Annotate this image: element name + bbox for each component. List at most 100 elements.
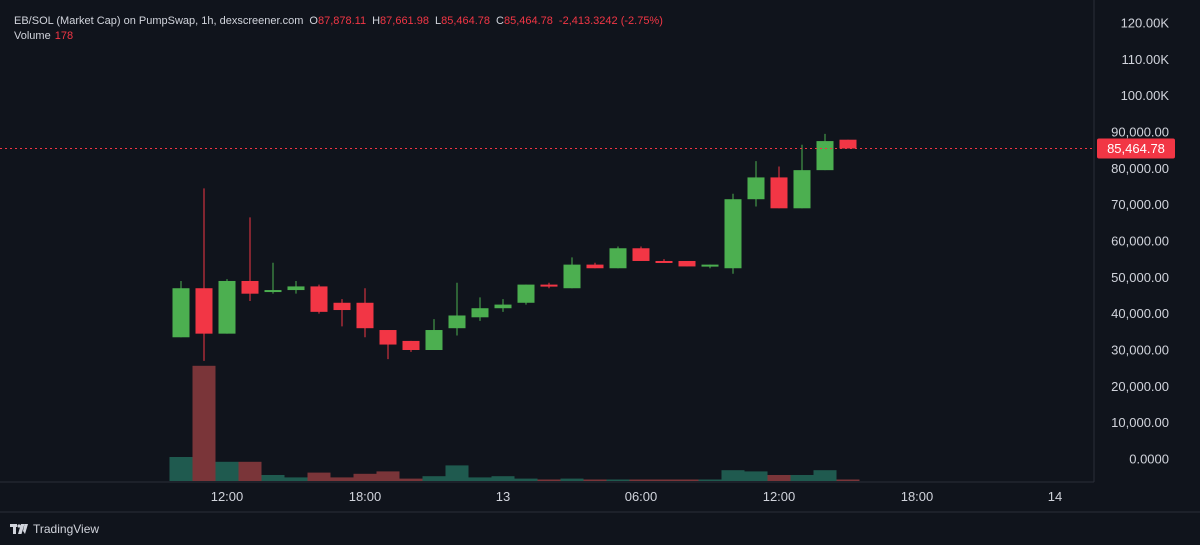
volume-bar <box>307 472 331 481</box>
candle-body <box>655 260 673 263</box>
volume-bars <box>169 365 860 481</box>
candle-body <box>724 199 742 269</box>
open-value: 87,878.11 <box>317 15 367 27</box>
volume-bar <box>583 479 607 481</box>
volume-bar <box>560 478 584 481</box>
volume-bar <box>514 478 538 481</box>
price-axis-tick-label: 30,000.00 <box>1111 343 1169 358</box>
price-axis-tick-label: 0.0000 <box>1129 452 1169 467</box>
time-axis-tick-label: 14 <box>1048 489 1062 504</box>
time-axis-tick-label: 18:00 <box>349 489 382 504</box>
volume-bar <box>652 479 676 481</box>
candle-body <box>609 248 627 269</box>
price-axis-tick-label: 10,000.00 <box>1111 415 1169 430</box>
candle-body <box>195 288 213 334</box>
price-axis-tick-label: 90,000.00 <box>1111 125 1169 140</box>
volume-bar <box>675 479 699 481</box>
candle-body <box>241 280 259 294</box>
candle-body <box>747 177 765 200</box>
candle-body <box>402 340 420 350</box>
volume-bar <box>721 470 745 481</box>
price-axis-tick-label: 100.00K <box>1121 88 1170 103</box>
close-value: 85,464.78 <box>503 15 553 27</box>
volume-bar <box>836 479 860 481</box>
volume-bar <box>215 461 239 481</box>
volume-bar <box>491 476 515 481</box>
high-value: 87,661.98 <box>380 15 429 27</box>
candle-body <box>563 264 581 289</box>
volume-bar <box>606 479 630 481</box>
time-axis-tick-label: 13 <box>496 489 510 504</box>
volume-bar <box>376 471 400 481</box>
volume-bar <box>767 475 791 481</box>
change-value: -2,413.3242 (-2.75%) <box>558 15 663 27</box>
price-axis-tick-label: 40,000.00 <box>1111 306 1169 321</box>
volume-bar <box>813 470 837 481</box>
candle-body <box>586 264 604 269</box>
volume-bar <box>353 473 377 481</box>
price-axis-tick-label: 20,000.00 <box>1111 379 1169 394</box>
volume-bar <box>169 457 193 481</box>
volume-bar <box>238 461 262 481</box>
volume-bar <box>399 478 423 481</box>
volume-bar <box>468 477 492 481</box>
low-value: 85,464.78 <box>441 15 491 27</box>
time-axis[interactable]: 12:00 18:00 13 06:00 12:00 18:00 14 <box>211 489 1063 504</box>
close-key: C <box>496 15 504 27</box>
time-axis-tick-label: 06:00 <box>625 489 658 504</box>
volume-bar <box>192 365 216 481</box>
price-axis-tick-label: 110.00K <box>1122 52 1170 67</box>
candles <box>172 133 857 361</box>
candle-body <box>839 139 857 149</box>
volume-bar <box>790 475 814 481</box>
volume-value: 178 <box>54 30 74 42</box>
candle-body <box>218 280 236 334</box>
volume-bar <box>744 471 768 481</box>
candle-body <box>471 308 489 318</box>
volume-bar <box>330 477 354 481</box>
low-key: L <box>434 15 442 27</box>
candle-body <box>287 286 305 291</box>
volume-bar <box>261 475 285 481</box>
legend-row-volume: Volume 178 <box>14 29 663 44</box>
footer-brand[interactable]: TradingView <box>10 519 99 539</box>
candle-body <box>632 248 650 261</box>
open-key: O <box>309 15 318 27</box>
price-axis-tick-label: 120.00K <box>1121 16 1170 31</box>
candle-body <box>770 177 788 209</box>
candle-body <box>494 304 512 309</box>
time-axis-tick-label: 12:00 <box>211 489 244 504</box>
candle-body <box>793 170 811 209</box>
time-axis-tick-label: 18:00 <box>901 489 934 504</box>
tradingview-logo-icon <box>10 524 28 534</box>
legend-row-ohlc: EB/SOL (Market Cap) on PumpSwap, 1h, dex… <box>14 14 663 29</box>
candle-body <box>333 302 351 311</box>
price-axis-tick-label: 70,000.00 <box>1111 197 1169 212</box>
candle-body <box>264 290 282 293</box>
volume-bar <box>629 479 653 481</box>
symbol-title[interactable]: EB/SOL (Market Cap) on PumpSwap, 1h, dex… <box>14 15 304 27</box>
last-price-tag-text: 85,464.78 <box>1107 141 1165 156</box>
candle-body <box>172 288 190 338</box>
volume-bar <box>445 465 469 481</box>
high-key: H <box>372 15 381 27</box>
candle-body <box>425 330 443 350</box>
price-axis-tick-label: 60,000.00 <box>1111 234 1169 249</box>
volume-bar <box>284 477 308 481</box>
volume-key[interactable]: Volume <box>14 30 51 42</box>
candle-body <box>678 260 696 267</box>
candle-body <box>816 141 834 171</box>
price-axis[interactable]: 120.00K 110.00K 100.00K 90,000.00 80,000.00 7… <box>1111 16 1169 467</box>
candle-body <box>379 330 397 345</box>
tradingview-brand-label: TradingView <box>33 522 100 536</box>
time-axis-tick-label: 12:00 <box>763 489 796 504</box>
candle-body <box>540 284 558 287</box>
price-axis-tick-label: 50,000.00 <box>1111 270 1169 285</box>
price-axis-tick-label: 80,000.00 <box>1111 161 1169 176</box>
candle-body <box>517 284 535 303</box>
last-price-tag[interactable]: 85,464.78 <box>1097 138 1175 159</box>
candle-body <box>310 286 328 312</box>
candle-body <box>701 264 719 267</box>
candle-body <box>356 302 374 329</box>
